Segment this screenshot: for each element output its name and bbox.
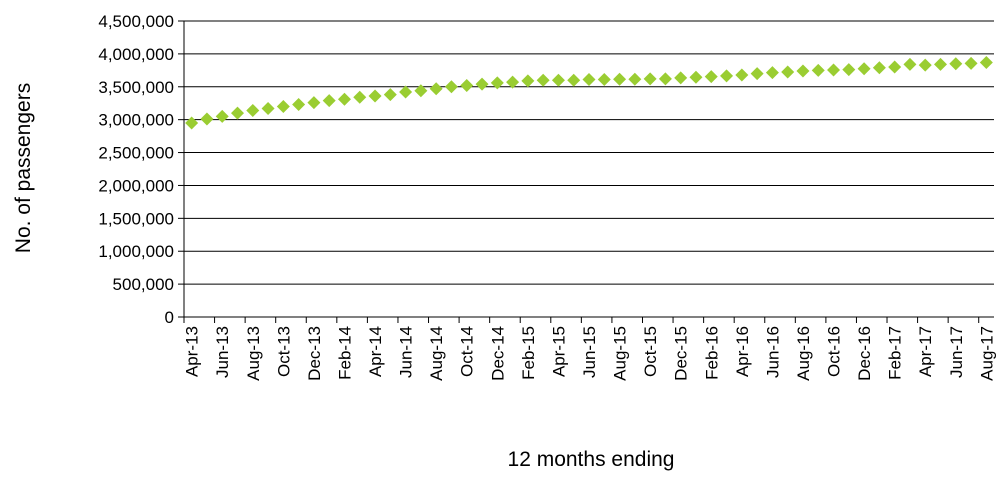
data-point [704,70,718,84]
data-point [964,56,978,70]
y-tick-labels: 0 500,000 1,000,000 1,500,000 2,000,000 2,500… [98,12,174,327]
data-point [567,73,581,87]
data-point [200,112,214,126]
data-point [628,72,642,86]
x-tick-labels: Apr-13 Jun-13 Aug-13 Oct-13 Dec-13 Feb-14 Apr-… [183,326,997,381]
data-point [597,73,611,87]
data-point [292,98,306,112]
y-tick-label: 1,000,000 [98,242,174,261]
x-tick-label: Dec-15 [672,326,691,381]
data-point [261,101,275,115]
x-tick-label: Dec-13 [305,326,324,381]
x-tick-label: Jun-16 [763,326,782,378]
y-tick-label: 4,000,000 [98,45,174,64]
x-tick-label: Oct-15 [641,326,660,377]
x-tick-label: Apr-15 [549,326,568,377]
x-tick-label: Oct-13 [274,326,293,377]
data-point [735,68,749,82]
data-point [215,109,229,123]
y-tick-label: 0 [165,308,174,327]
axes [178,20,994,323]
x-tick-label: Jun-17 [947,326,966,378]
x-tick-label: Feb-17 [886,326,905,380]
y-tick-label: 2,500,000 [98,144,174,163]
data-point [643,72,657,86]
data-point [185,116,199,130]
x-tick-label: Oct-14 [458,326,477,377]
data-point [429,82,443,96]
data-point [230,106,244,120]
x-tick-label: Oct-16 [825,326,844,377]
x-tick-label: Aug-17 [977,326,996,381]
data-point [979,55,993,69]
y-tick-label: 3,000,000 [98,111,174,130]
y-tick-label: 4,500,000 [98,12,174,31]
data-point [949,57,963,71]
data-point [536,73,550,87]
y-tick-label: 3,500,000 [98,78,174,97]
data-point [888,60,902,74]
data-point [521,74,535,88]
data-point [307,96,321,110]
x-tick-label: Aug-14 [427,326,446,381]
data-point [796,64,810,78]
data-point [674,71,688,85]
data-point [399,85,413,99]
data-point [337,92,351,106]
x-tick-label: Jun-13 [213,326,232,378]
data-point [414,84,428,98]
x-tick-label: Feb-15 [519,326,538,380]
x-tick-label: Dec-16 [855,326,874,381]
data-point [689,70,703,84]
data-point [934,57,948,71]
x-tick-label: Aug-15 [611,326,630,381]
x-tick-label: Aug-13 [244,326,263,381]
data-point [460,78,474,92]
data-point [582,73,596,87]
data-point [506,75,520,89]
x-tick-label: Dec-14 [488,326,507,381]
x-tick-label: Feb-16 [702,326,721,380]
data-point [276,100,290,114]
data-point [918,58,932,72]
x-tick-label: Apr-13 [183,326,202,377]
x-tick-label: Apr-14 [366,326,385,377]
data-point [444,80,458,94]
y-tick-label: 500,000 [113,275,174,294]
x-tick-label: Jun-14 [397,326,416,378]
data-point [842,63,856,77]
series-markers [185,55,993,130]
data-point [246,103,260,117]
x-tick-label: Apr-16 [733,326,752,377]
data-point [658,72,672,86]
data-point [903,57,917,71]
data-point [857,62,871,76]
data-point [781,65,795,79]
x-tick-label: Feb-14 [335,326,354,380]
y-axis-title: No. of passengers [12,83,35,253]
data-point [490,76,504,90]
data-point [551,73,565,87]
data-point [811,63,825,77]
data-point [750,67,764,81]
x-tick-label: Jun-15 [580,326,599,378]
data-point [322,94,336,108]
data-point [613,72,627,86]
data-point [475,77,489,91]
data-point [872,61,886,75]
gridlines [184,20,994,285]
data-point [720,69,734,83]
x-tick-label: Aug-16 [794,326,813,381]
x-tick-label: Apr-17 [916,326,935,377]
x-axis-title: 12 months ending [508,448,675,471]
y-tick-label: 1,500,000 [98,209,174,228]
data-point [368,89,382,103]
data-point [827,63,841,77]
data-point [353,90,367,104]
y-tick-label: 2,000,000 [98,176,174,195]
data-point [383,88,397,102]
data-point [765,66,779,80]
